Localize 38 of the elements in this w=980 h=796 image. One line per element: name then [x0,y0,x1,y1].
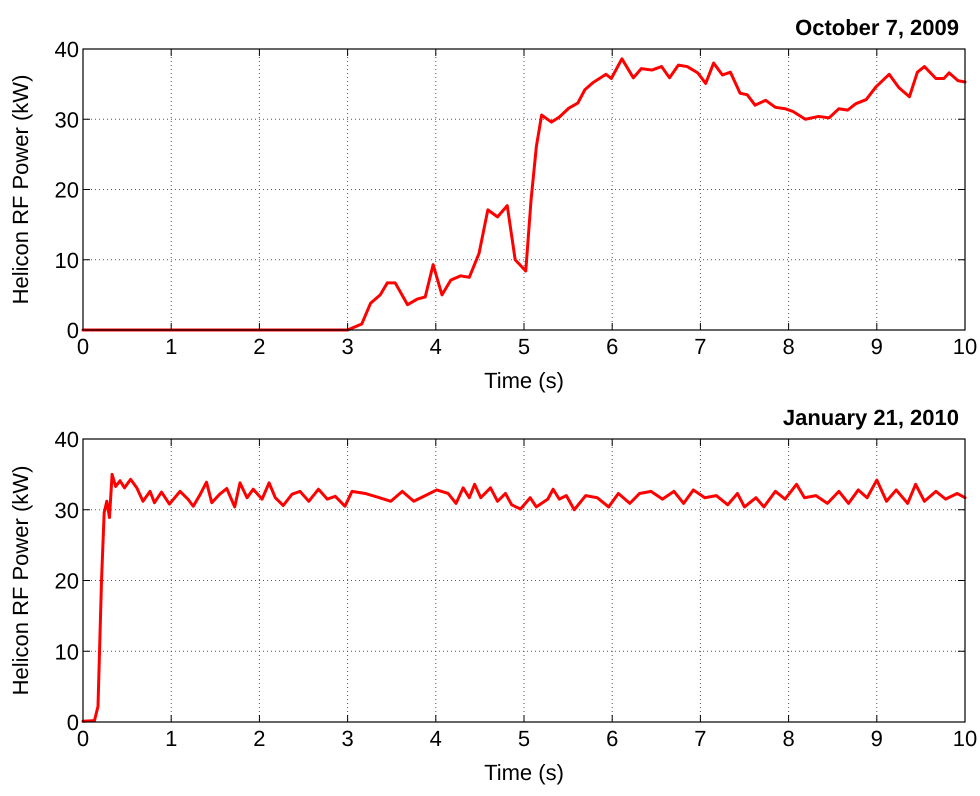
x-tick-label: 1 [165,726,178,751]
x-tick-label: 3 [341,334,354,359]
x-tick-label: 9 [870,726,883,751]
chart-title: January 21, 2010 [782,405,959,430]
x-tick-label: 6 [606,726,618,751]
x-tick-label: 9 [870,334,883,359]
x-tick-label: 10 [952,726,978,751]
x-tick-label: 7 [694,726,707,751]
x-tick-label: 5 [518,334,530,359]
y-axis-title: Helicon RF Power (kW) [8,466,33,696]
y-tick-label: 0 [66,710,79,735]
y-tick-label: 30 [54,498,79,523]
y-tick-label: 10 [54,248,79,273]
y-axis-title: Helicon RF Power (kW) [8,74,33,304]
x-axis-title: Time (s) [484,368,564,393]
x-tick-label: 4 [430,726,442,751]
x-tick-label: 7 [694,334,707,359]
line-series [82,57,966,332]
x-tick-label: 8 [782,726,795,751]
chart-title: October 7, 2009 [795,15,959,40]
x-tick-label: 4 [430,334,442,359]
x-tick-label: 2 [253,726,266,751]
line-series [82,472,966,723]
x-tick-label: 5 [518,726,530,751]
y-tick-label: 30 [54,107,79,132]
y-tick-label: 40 [54,37,79,62]
x-tick-label: 2 [253,334,266,359]
y-tick-label: 40 [54,427,79,452]
x-tick-label: 6 [606,334,618,359]
y-tick-label: 20 [54,568,79,594]
y-tick-label: 20 [54,178,79,202]
x-tick-label: 10 [952,334,978,359]
x-tick-label: 3 [341,726,354,751]
y-tick-label: 10 [54,639,79,664]
x-tick-label: 8 [782,334,795,359]
x-tick-label: 1 [165,334,178,359]
x-axis-title: Time (s) [484,760,564,785]
y-tick-label: 0 [66,318,79,343]
